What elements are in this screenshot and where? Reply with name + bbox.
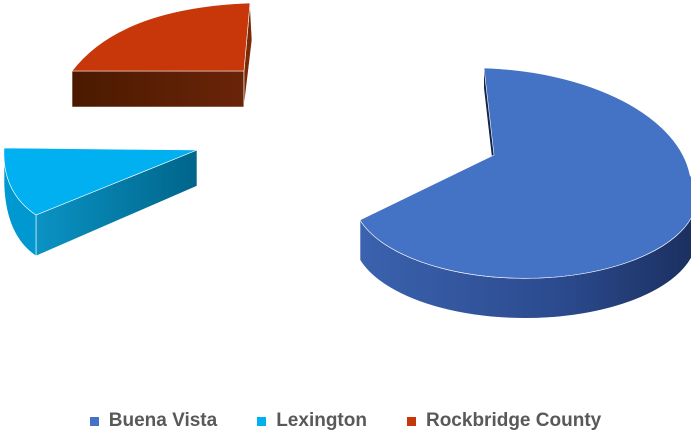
legend-item-buena-vista[interactable]: Buena Vista xyxy=(89,410,218,432)
slice-top-buena-vista[interactable] xyxy=(359,67,691,279)
legend-item-lexington[interactable]: Lexington xyxy=(257,410,367,432)
slice-top-rockbridge-county[interactable] xyxy=(71,2,251,72)
legend-label: Rockbridge County xyxy=(425,410,602,431)
legend-item-rockbridge-county[interactable]: Rockbridge County xyxy=(406,410,602,432)
slice-cut-buena-vista xyxy=(484,68,494,175)
legend-swatch xyxy=(406,416,416,426)
legend-label: Lexington xyxy=(276,410,367,431)
legend-swatch xyxy=(257,416,267,426)
legend-label: Buena Vista xyxy=(108,410,218,431)
slice-top-lexington[interactable] xyxy=(3,147,198,216)
legend-swatch xyxy=(89,416,99,426)
slice-side-rockbridge-county xyxy=(71,70,245,108)
chart-legend: Buena Vista Lexington Rockbridge County xyxy=(0,408,691,434)
